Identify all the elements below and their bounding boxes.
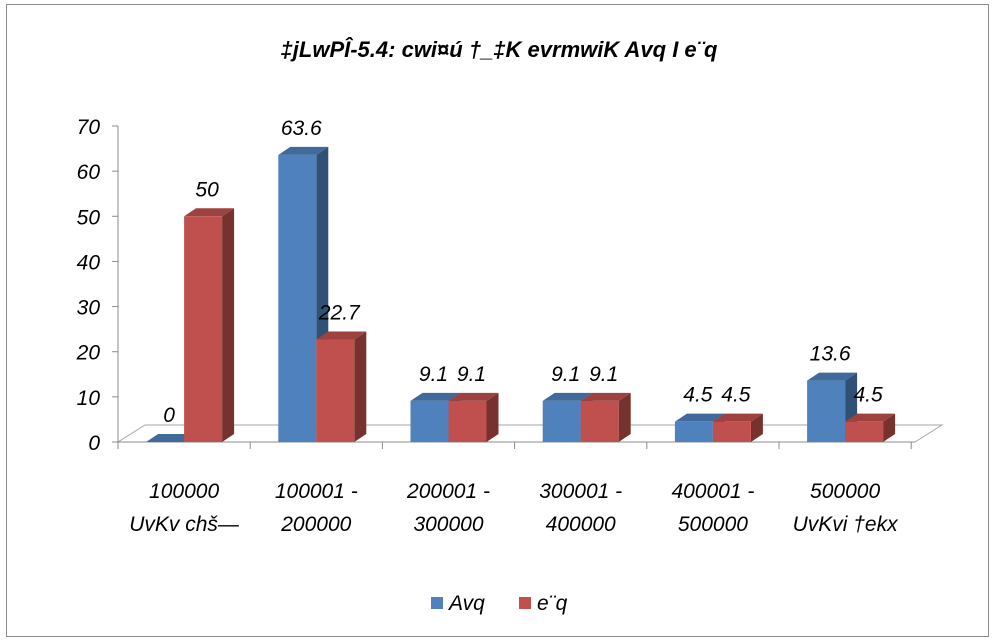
bar-side — [354, 331, 367, 442]
bar-top — [146, 434, 197, 442]
data-label: 9.1 — [419, 363, 448, 386]
data-label: 22.7 — [318, 302, 361, 325]
bar-side — [618, 392, 631, 442]
chart-title: ‡jLwPÎ-5.4: cwi¤ú †_‡K evrmwiK Avq I e¨q — [281, 37, 718, 62]
bar-ebq — [184, 208, 235, 442]
y-tick-label: 70 — [77, 116, 101, 139]
bar-front — [448, 400, 487, 442]
x-tick-label: 300000 — [413, 513, 483, 536]
y-tick-label: 0 — [88, 432, 100, 455]
x-tick-label: 400000 — [546, 513, 616, 536]
bar-front — [674, 421, 713, 442]
x-tick-label: 500000 — [810, 480, 880, 503]
bar-front — [184, 216, 223, 442]
bar-side — [222, 208, 235, 442]
bar-front — [845, 421, 884, 442]
bar-side — [486, 392, 499, 442]
x-tick-label: 500000 — [678, 513, 748, 536]
bar-ebq — [845, 413, 896, 442]
bar-avq — [146, 434, 197, 442]
bar-top — [410, 392, 461, 401]
x-tick-label: 200000 — [280, 513, 351, 536]
data-label: 9.1 — [589, 363, 618, 386]
bar-top — [674, 413, 725, 422]
data-label: 9.1 — [551, 363, 580, 386]
bar-front — [807, 380, 846, 442]
data-label: 0 — [163, 404, 175, 427]
bar-side — [883, 413, 896, 442]
data-label: 63.6 — [281, 117, 322, 140]
bar-avq — [807, 372, 858, 442]
y-tick-label: 40 — [77, 251, 101, 274]
legend-label: Avq — [447, 592, 485, 615]
bar-ebq — [712, 413, 763, 442]
y-tick-label: 20 — [76, 342, 101, 365]
x-tick-label: UvKvi †ekx — [793, 513, 900, 536]
x-tick-label: 200001 - — [406, 480, 490, 503]
y-tick-label: 60 — [77, 161, 101, 184]
legend-swatch — [431, 597, 443, 609]
y-tick-label: 30 — [77, 297, 101, 320]
data-label: 9.1 — [457, 363, 486, 386]
bar-front — [580, 400, 619, 442]
legend-label: e¨q — [537, 592, 568, 615]
legend-swatch — [519, 597, 531, 609]
bar-front — [712, 421, 751, 442]
bar-side — [750, 413, 763, 442]
bar-top — [316, 331, 367, 340]
bar-top — [845, 413, 896, 422]
chart-frame: ‡jLwPÎ-5.4: cwi¤ú †_‡K evrmwiK Avq I e¨q… — [6, 4, 989, 637]
bar-front — [410, 400, 449, 442]
data-label: 13.6 — [810, 343, 851, 366]
bar-top — [542, 392, 593, 401]
chart-legend: Avq e¨q — [431, 592, 568, 615]
bar-ebq — [580, 392, 631, 442]
bar-top — [278, 146, 329, 155]
data-label: 50 — [195, 178, 219, 201]
bar-front — [316, 339, 355, 442]
x-tick-label: 400001 - — [671, 480, 754, 503]
x-tick-label: 300001 - — [539, 480, 622, 503]
bar-top — [184, 208, 235, 217]
y-tick-label: 50 — [77, 206, 101, 229]
data-label: 4.5 — [721, 384, 751, 407]
bar-top — [448, 392, 499, 401]
bar-front — [542, 400, 581, 442]
x-tick-label: UvKv chš— — [129, 513, 240, 536]
data-label: 4.5 — [683, 384, 713, 407]
bar-top — [580, 392, 631, 401]
chart-bars — [146, 146, 896, 443]
bar-ebq — [316, 331, 367, 442]
bar-chart: ‡jLwPÎ-5.4: cwi¤ú †_‡K evrmwiK Avq I e¨q… — [76, 37, 944, 615]
y-tick-label: 10 — [77, 387, 101, 410]
bar-top — [712, 413, 763, 422]
bar-ebq — [448, 392, 499, 442]
x-tick-label: 100001 - — [275, 480, 358, 503]
data-label: 4.5 — [853, 384, 883, 407]
x-tick-label: 100000 — [149, 480, 219, 503]
bar-top — [807, 372, 858, 381]
bar-front — [278, 154, 317, 443]
